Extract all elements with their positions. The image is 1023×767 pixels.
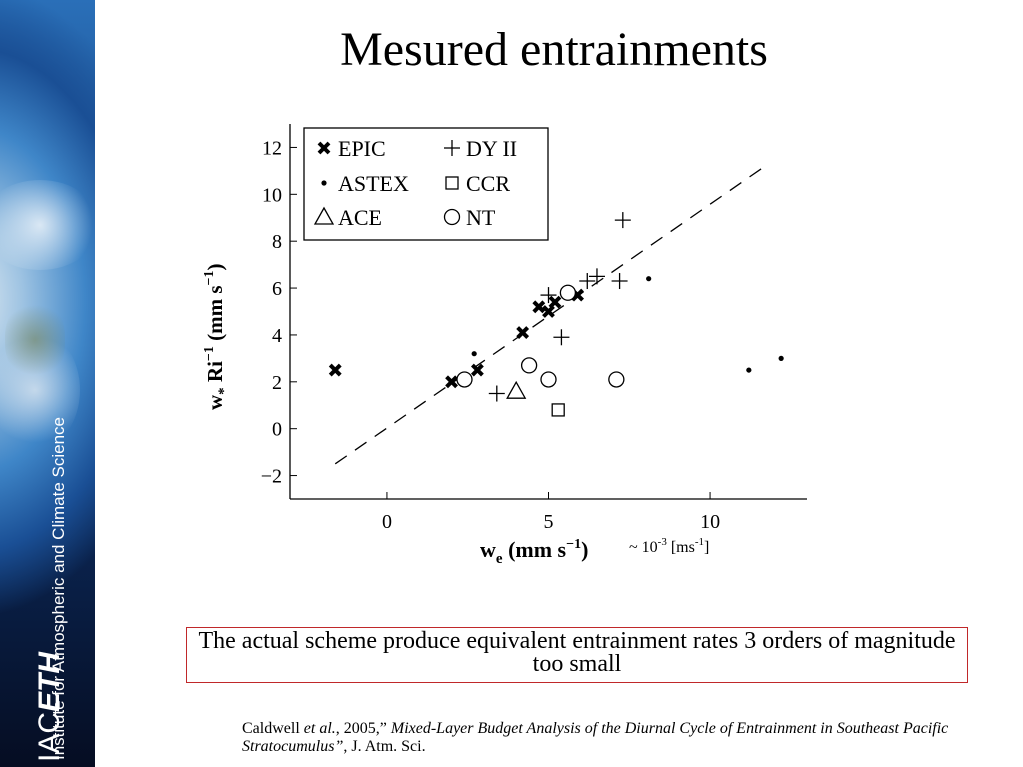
marker-dot: [471, 351, 477, 357]
citation: Caldwell et al., 2005,” Mixed-Layer Budg…: [242, 720, 1017, 756]
y-tick-label: 8: [272, 231, 282, 253]
legend-label-nt: NT: [466, 205, 496, 230]
marker-stroke: [542, 305, 555, 318]
point-epic: [542, 305, 555, 318]
entrainment-scatter-chart: −2 0 2 4 6 8 10 12 0 5 10 EPIC ASTEX ACE DY II CCR NT w…: [202, 124, 807, 567]
logo-eth: ETH: [33, 651, 66, 712]
legend-box: [303, 127, 549, 241]
citation-author: Caldwell: [242, 720, 304, 737]
y-tick-label: −2: [261, 466, 282, 488]
point-dy-ii: [553, 329, 570, 346]
legend-label-dy-ii: DY II: [466, 136, 517, 161]
marker-stroke: [571, 288, 584, 302]
point-epic: [532, 300, 546, 314]
y-tick-label: 4: [272, 325, 282, 347]
legend-marker-epic: [317, 141, 331, 155]
marker-stroke: [470, 363, 484, 377]
slide-title: Mesured entrainments: [340, 23, 768, 76]
marker-triangle: [506, 380, 527, 399]
point-nt: [559, 284, 577, 301]
point-astex: [778, 355, 784, 361]
conclusion-box: The actual scheme produce equivalent ent…: [186, 627, 968, 683]
x-tick-label: 5: [544, 511, 554, 533]
marker-circle: [520, 357, 538, 374]
legend-marker-nt: [443, 208, 461, 226]
marker-stroke: [328, 363, 342, 377]
point-ccr: [551, 403, 565, 417]
point-nt: [608, 371, 625, 388]
legend-marker-dy-ii: [444, 140, 460, 156]
marker-square: [551, 403, 565, 417]
reference-line-group: [334, 165, 766, 465]
legend-label-ace: ACE: [338, 205, 382, 230]
legend-marker-astex: [321, 180, 327, 186]
earth-cloud-decoration: [0, 180, 95, 270]
point-dy-ii: [540, 287, 557, 304]
sidebar-earth-banner: Institute for Atmospheric and Climate Sc…: [0, 0, 95, 767]
legend-label-epic: EPIC: [338, 136, 386, 161]
x-tick-label: 10: [700, 511, 720, 533]
axis-labels: w* Ri−1 (mm s−1) we (mm s−1) ~ 10-3 [ms-…: [202, 263, 709, 567]
point-astex: [646, 276, 652, 282]
marker-dot: [321, 180, 327, 186]
point-nt: [540, 371, 557, 388]
point-astex: [746, 367, 752, 373]
legend-label-ccr: CCR: [466, 171, 510, 196]
point-dy-ii: [588, 268, 605, 285]
marker-stroke: [445, 375, 458, 389]
y-tick-label: 12: [262, 137, 282, 159]
marker-stroke: [532, 300, 546, 314]
x-tick-label: 0: [382, 511, 392, 533]
citation-year: , 2005,”: [335, 720, 391, 737]
marker-circle: [540, 371, 557, 388]
dashed-reference-line: [334, 165, 766, 465]
point-nt: [520, 357, 538, 374]
citation-paper-title: Mixed-Layer Budget Analysis of the Diurn…: [242, 720, 949, 755]
marker-circle: [608, 371, 625, 388]
y-tick-label: 6: [272, 278, 282, 300]
marker-dot: [746, 367, 752, 373]
marker-circle: [559, 284, 577, 301]
citation-journal: , J. Atm. Sci.: [343, 738, 426, 755]
point-nt: [456, 371, 473, 388]
marker-circle: [456, 371, 473, 388]
marker-stroke: [548, 295, 562, 309]
point-dy-ii: [614, 212, 631, 229]
legend-marker-ace: [313, 206, 335, 225]
marker-circle: [443, 208, 461, 226]
chart-ticks: −2 0 2 4 6 8 10 12 0 5 10: [261, 137, 720, 533]
marker-stroke: [516, 326, 530, 340]
point-epic: [445, 375, 458, 389]
y-tick-label: 10: [262, 184, 282, 206]
legend-label-astex: ASTEX: [338, 171, 409, 196]
point-astex: [471, 351, 477, 357]
marker-stroke: [317, 141, 331, 155]
y-axis-label: w* Ri−1 (mm s−1): [202, 263, 232, 410]
iac-eth-logo: IACETH: [33, 651, 66, 762]
marker-dot: [646, 276, 652, 282]
point-epic: [548, 295, 562, 309]
chart-marks: [328, 212, 784, 417]
point-dy-ii: [579, 273, 596, 290]
y-tick-label: 0: [272, 419, 282, 441]
point-dy-ii: [488, 385, 505, 402]
marker-dot: [778, 355, 784, 361]
y-tick-label: 2: [272, 372, 282, 394]
point-epic: [470, 363, 484, 377]
point-ace: [506, 380, 527, 399]
legend-marker-ccr: [445, 176, 459, 190]
x-axis-note: ~ 10-3 [ms-1]: [629, 536, 709, 556]
marker-triangle: [313, 206, 335, 225]
x-axis-label: we (mm s−1): [480, 537, 588, 567]
logo-iac: IAC: [33, 711, 66, 762]
earth-land-decoration: [5, 300, 65, 380]
point-epic: [516, 326, 530, 340]
point-dy-ii: [611, 273, 628, 290]
chart-legend: EPIC ASTEX ACE DY II CCR NT: [303, 127, 549, 241]
marker-square: [445, 176, 459, 190]
point-epic: [328, 363, 342, 377]
citation-etal: et al.: [303, 720, 336, 737]
